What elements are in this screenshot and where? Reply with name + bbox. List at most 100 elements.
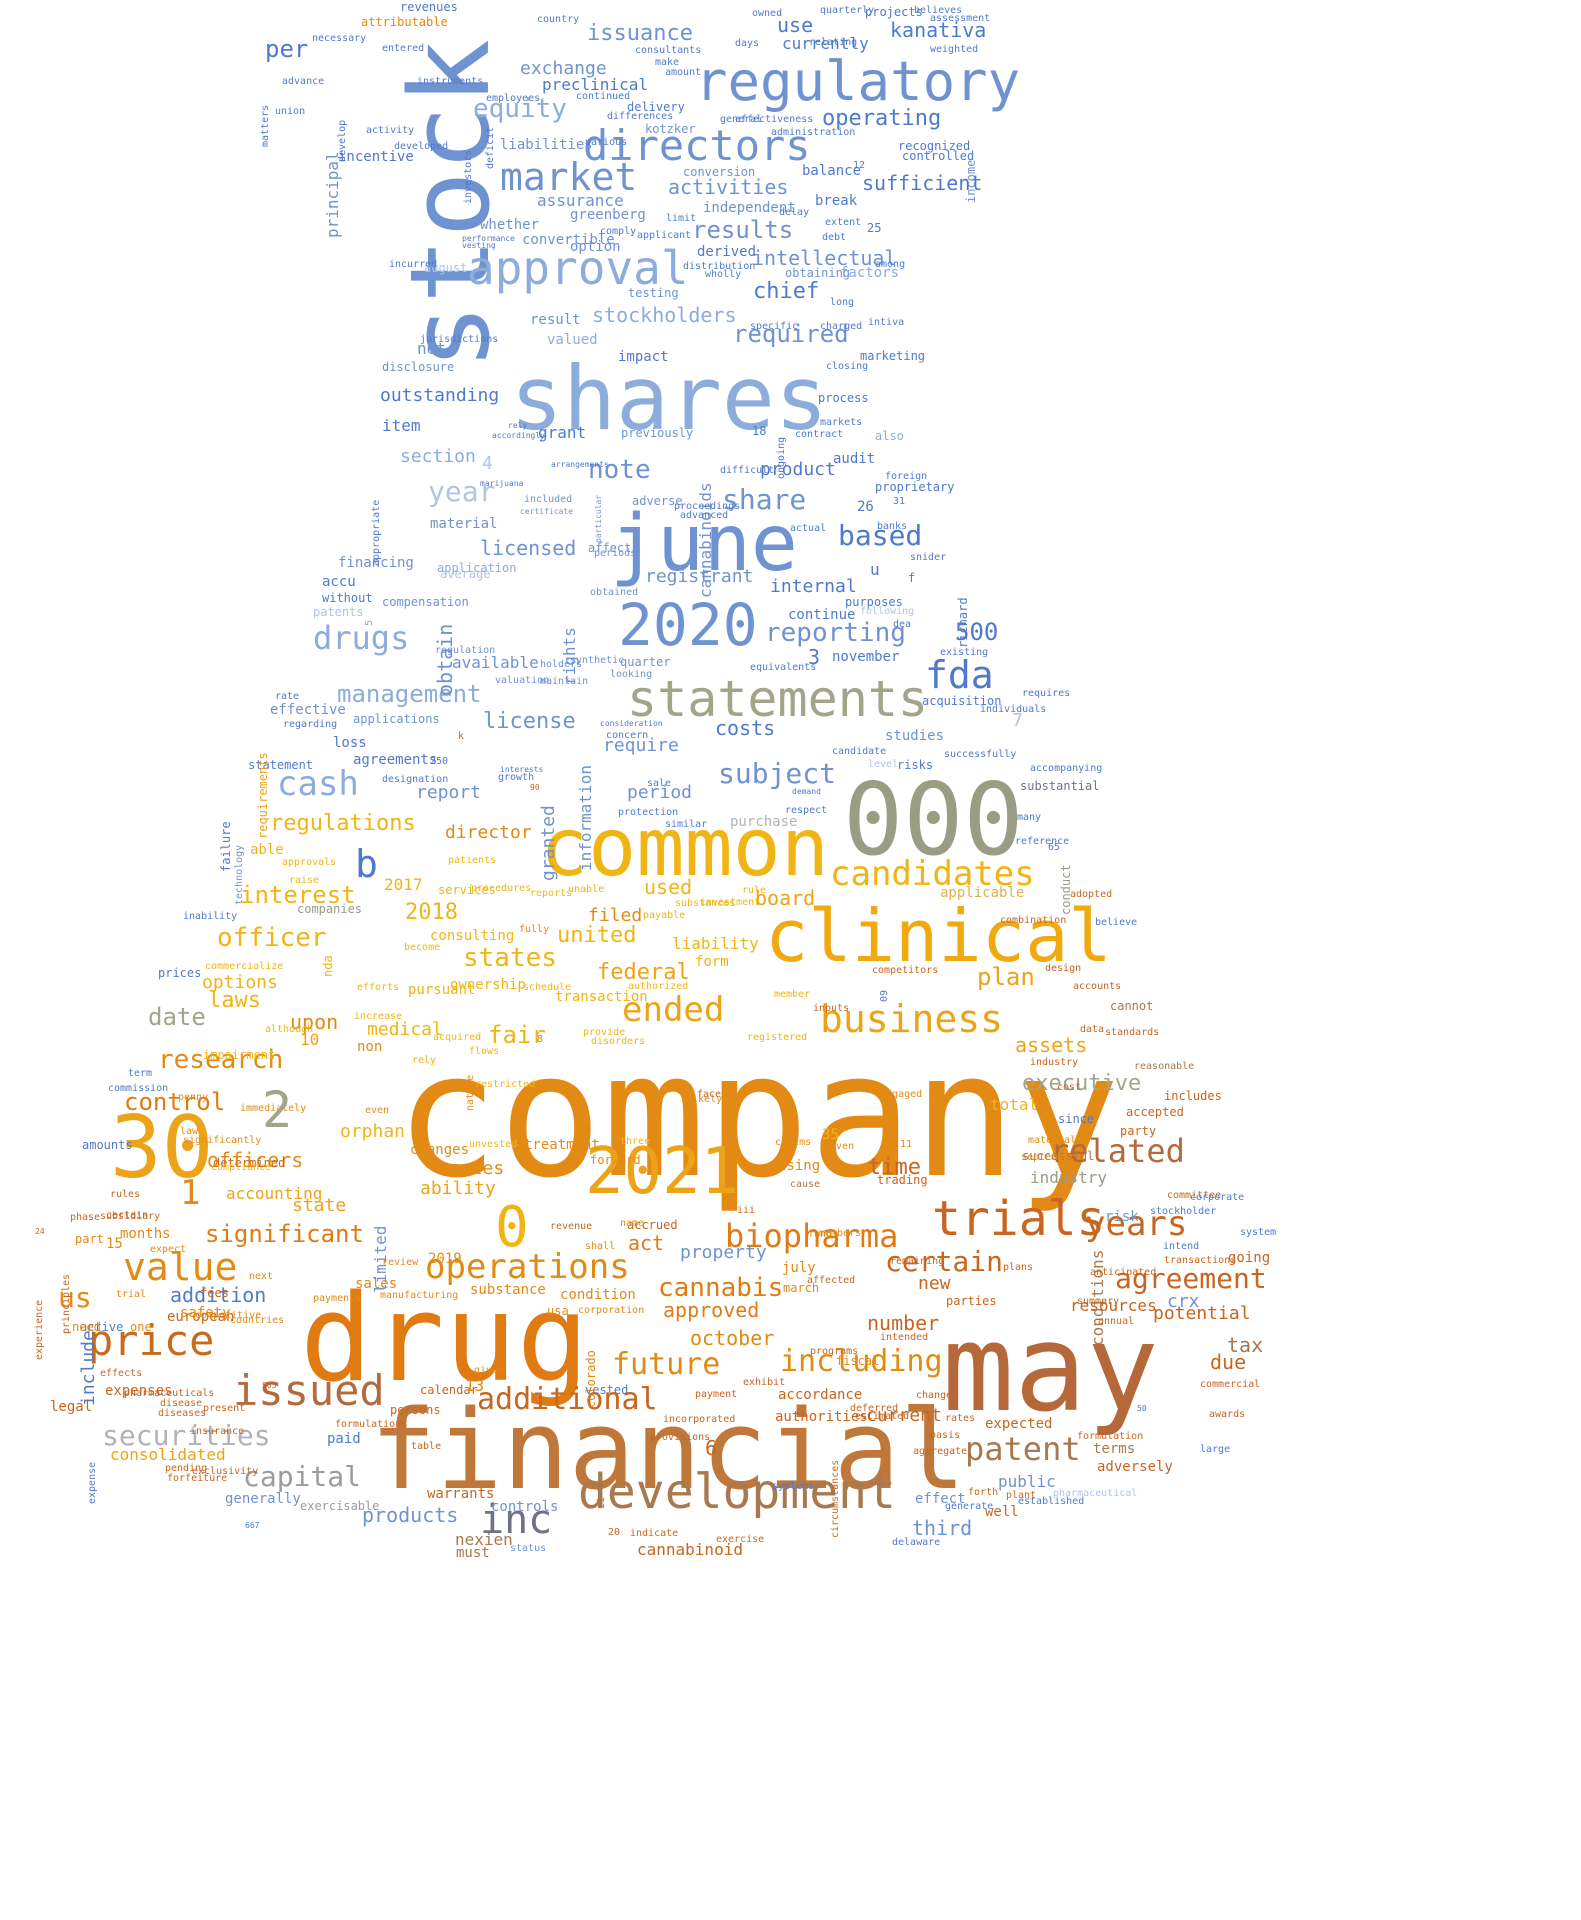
cloud-word: exercise — [716, 1534, 765, 1545]
cloud-word: agreement — [1115, 1262, 1267, 1295]
cloud-word: 8 — [537, 1034, 544, 1045]
cloud-word: including — [780, 1344, 943, 1379]
cloud-word: filed — [588, 905, 643, 926]
cloud-word: recognized — [898, 139, 971, 153]
cloud-word: face — [697, 1089, 722, 1100]
cloud-word: consulting — [430, 928, 515, 944]
cloud-word: intellectual — [752, 246, 897, 270]
cloud-word: effective — [270, 702, 346, 718]
cloud-word: procedures — [471, 883, 532, 894]
cloud-word: aggregate — [913, 1446, 968, 1457]
cloud-word: operating — [822, 106, 942, 131]
cloud-word: 3 — [808, 645, 821, 669]
cloud-word: state — [292, 1195, 347, 1216]
cloud-word: principal — [323, 151, 342, 239]
cloud-word: requirements — [256, 752, 270, 840]
cloud-word: conversion — [683, 165, 756, 179]
cloud-word: similar — [665, 819, 708, 830]
cloud-word: convertible — [522, 232, 615, 248]
cloud-word: development — [578, 1464, 896, 1520]
cloud-word: additional — [477, 1382, 658, 1417]
cloud-word: following — [860, 606, 915, 617]
cloud-word: accordingly — [492, 431, 545, 440]
cloud-word: industry — [1030, 1057, 1079, 1068]
cloud-word: inability — [183, 911, 238, 922]
cloud-word: officer — [217, 923, 327, 953]
cloud-word: testing — [628, 286, 679, 300]
cloud-word: become — [404, 942, 441, 953]
cloud-word: data — [1080, 1024, 1105, 1035]
cloud-word: tax — [1227, 1333, 1264, 1357]
cloud-word: quarter — [620, 655, 671, 669]
cloud-word: value — [123, 1245, 238, 1289]
cloud-word: proceedings — [674, 501, 741, 512]
cloud-word: current — [866, 1405, 942, 1426]
cloud-word: able — [250, 842, 284, 858]
cloud-word: consultants — [635, 45, 702, 56]
cloud-word: sales — [355, 1276, 398, 1292]
cloud-word: owned — [752, 8, 783, 19]
cloud-word: time — [868, 1155, 921, 1180]
cloud-word: companies — [297, 902, 363, 916]
cloud-word: applicable — [940, 885, 1025, 901]
cloud-word: circumstances — [830, 1459, 841, 1538]
cloud-word: months — [120, 1226, 171, 1242]
cloud-word: states — [463, 943, 557, 973]
cloud-word: limit — [666, 213, 697, 224]
cloud-word: unable — [568, 884, 605, 895]
cloud-word: inc — [480, 1497, 553, 1543]
cloud-word: demand — [792, 787, 821, 796]
cloud-word: loss — [333, 735, 367, 751]
cloud-word: necessary — [312, 33, 367, 44]
cloud-word: market — [500, 155, 638, 199]
cloud-word: outstanding — [380, 385, 500, 406]
cloud-word: standards — [1105, 1027, 1160, 1038]
cloud-word: phase — [70, 1212, 101, 1223]
cloud-word: whether — [480, 217, 540, 233]
cloud-word: commercial — [1200, 1379, 1261, 1390]
cloud-word: sufficient — [862, 171, 983, 195]
cloud-word: diseases — [158, 1408, 207, 1419]
cloud-word: fda — [925, 653, 994, 697]
cloud-word: certain — [106, 1210, 149, 1221]
cloud-word: kanativa — [890, 18, 987, 42]
cloud-word: generally — [225, 1491, 301, 1507]
cloud-word: ii — [596, 1496, 607, 1509]
cloud-word: delay — [779, 207, 810, 218]
cloud-word: information — [576, 764, 595, 871]
cloud-word: patients — [448, 855, 497, 866]
cloud-word: common — [540, 801, 829, 894]
cloud-word: interests — [500, 765, 544, 774]
cloud-word: entered — [382, 43, 425, 54]
cloud-word: subsidiary — [100, 1211, 161, 1222]
cloud-word: obtained — [590, 587, 639, 598]
cloud-word: results — [692, 216, 794, 244]
cloud-word: f — [908, 571, 916, 585]
cloud-word: warrants — [427, 1486, 495, 1502]
cloud-word: item — [382, 416, 421, 435]
cloud-word: successfully — [944, 749, 1017, 760]
cloud-word: note — [588, 455, 651, 485]
cloud-word: 2018 — [405, 900, 458, 925]
cloud-word: assessment — [930, 13, 991, 24]
cloud-word: nexien — [455, 1530, 513, 1549]
cloud-word: 24 — [35, 1227, 45, 1236]
cloud-word: design — [1045, 963, 1082, 974]
cloud-word: advanced — [680, 510, 729, 521]
cloud-word: since — [1058, 1112, 1095, 1126]
cloud-word: august — [424, 261, 468, 275]
cloud-word: accounts — [1073, 981, 1122, 992]
cloud-word: insurance — [190, 1426, 245, 1437]
cloud-word: income — [964, 159, 978, 204]
cloud-word: proprietary — [875, 480, 955, 494]
cloud-word: commercialize — [205, 961, 284, 972]
cloud-word: effects — [100, 1368, 143, 1379]
cloud-word: payments — [313, 1293, 362, 1304]
cloud-word: statement — [248, 758, 314, 772]
cloud-word: united — [557, 923, 637, 948]
cloud-word: laws — [208, 988, 261, 1013]
cloud-word: safety — [180, 1305, 231, 1321]
cloud-word: using — [778, 1158, 821, 1174]
cloud-word: effect — [915, 1491, 966, 1507]
cloud-word: debt — [822, 232, 847, 243]
